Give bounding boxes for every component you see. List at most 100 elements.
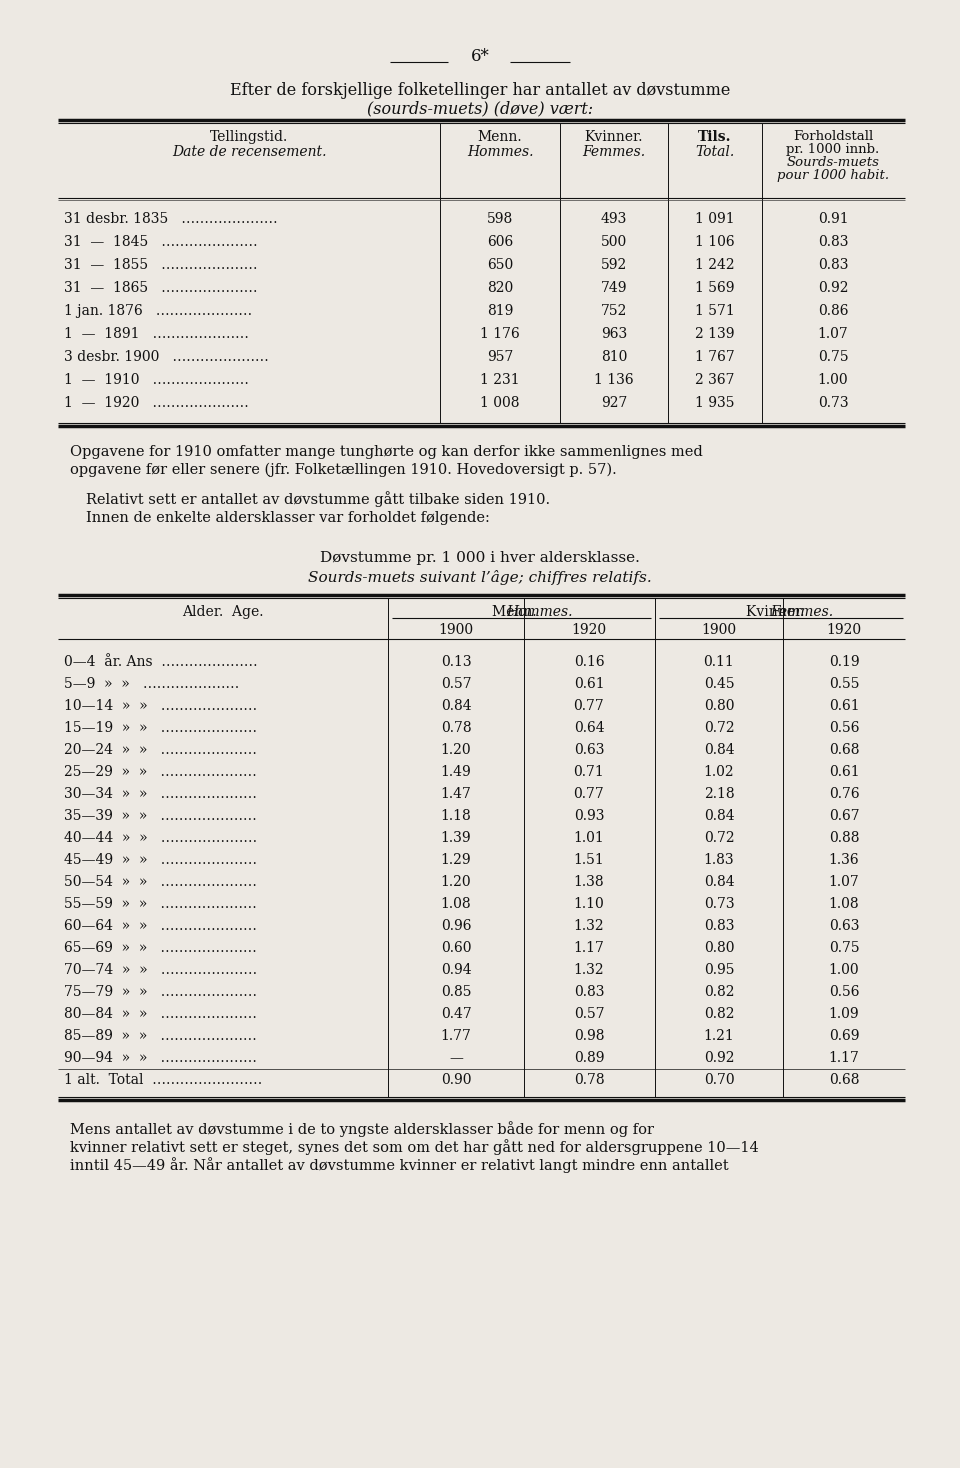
Text: 1.17: 1.17 (828, 1051, 859, 1064)
Text: 1.21: 1.21 (704, 1029, 734, 1042)
Text: 0.61: 0.61 (828, 765, 859, 780)
Text: 31  —  1865   …………………: 31 — 1865 ………………… (64, 280, 257, 295)
Text: 0.95: 0.95 (704, 963, 734, 978)
Text: 1.00: 1.00 (818, 373, 849, 388)
Text: 40—44  »  »   …………………: 40—44 » » ………………… (64, 831, 257, 846)
Text: 1 alt.  Total  ……………………: 1 alt. Total …………………… (64, 1073, 262, 1086)
Text: 598: 598 (487, 211, 514, 226)
Text: 0.77: 0.77 (574, 699, 605, 713)
Text: pour 1000 habit.: pour 1000 habit. (777, 169, 889, 182)
Text: Femmes.: Femmes. (771, 605, 833, 619)
Text: pr. 1000 innb.: pr. 1000 innb. (786, 142, 879, 156)
Text: 0.89: 0.89 (574, 1051, 604, 1064)
Text: Total.: Total. (695, 145, 734, 159)
Text: 1.77: 1.77 (441, 1029, 471, 1042)
Text: 0.93: 0.93 (574, 809, 604, 824)
Text: 31  —  1855   …………………: 31 — 1855 ………………… (64, 258, 257, 272)
Text: Tils.: Tils. (698, 131, 732, 144)
Text: 15—19  »  »   …………………: 15—19 » » ………………… (64, 721, 257, 735)
Text: 0.88: 0.88 (828, 831, 859, 846)
Text: 0.84: 0.84 (704, 809, 734, 824)
Text: 820: 820 (487, 280, 514, 295)
Text: 0.82: 0.82 (704, 985, 734, 1000)
Text: 0.45: 0.45 (704, 677, 734, 691)
Text: 1.09: 1.09 (828, 1007, 859, 1022)
Text: 1.83: 1.83 (704, 853, 734, 868)
Text: 493: 493 (601, 211, 627, 226)
Text: 0.80: 0.80 (704, 699, 734, 713)
Text: Efter de forskjellige folketellinger har antallet av døvstumme: Efter de forskjellige folketellinger har… (229, 82, 731, 98)
Text: 25—29  »  »   …………………: 25—29 » » ………………… (64, 765, 256, 780)
Text: 957: 957 (487, 349, 514, 364)
Text: 1  —  1891   …………………: 1 — 1891 ………………… (64, 327, 249, 341)
Text: 0.86: 0.86 (818, 304, 849, 319)
Text: 752: 752 (601, 304, 627, 319)
Text: 6*: 6* (470, 48, 490, 65)
Text: 0.75: 0.75 (818, 349, 849, 364)
Text: 50—54  »  »   …………………: 50—54 » » ………………… (64, 875, 257, 890)
Text: Kvinner.: Kvinner. (746, 605, 814, 619)
Text: 0.72: 0.72 (704, 831, 734, 846)
Text: 1 008: 1 008 (480, 396, 519, 410)
Text: 1.32: 1.32 (574, 963, 604, 978)
Text: 1  —  1920   …………………: 1 — 1920 ………………… (64, 396, 249, 410)
Text: 0.83: 0.83 (818, 235, 849, 250)
Text: 927: 927 (601, 396, 627, 410)
Text: 0.84: 0.84 (704, 743, 734, 757)
Text: Date de recensement.: Date de recensement. (172, 145, 326, 159)
Text: 1.20: 1.20 (441, 875, 471, 890)
Text: 1.01: 1.01 (574, 831, 605, 846)
Text: 0.80: 0.80 (704, 941, 734, 956)
Text: 0.63: 0.63 (828, 919, 859, 934)
Text: 1.36: 1.36 (828, 853, 859, 868)
Text: 1.10: 1.10 (574, 897, 605, 912)
Text: 0.55: 0.55 (828, 677, 859, 691)
Text: 0.83: 0.83 (818, 258, 849, 272)
Text: 500: 500 (601, 235, 627, 250)
Text: 0.61: 0.61 (828, 699, 859, 713)
Text: 1.08: 1.08 (441, 897, 471, 912)
Text: 3 desbr. 1900   …………………: 3 desbr. 1900 ………………… (64, 349, 269, 364)
Text: 0.78: 0.78 (574, 1073, 604, 1086)
Text: 0.94: 0.94 (441, 963, 471, 978)
Text: 0.83: 0.83 (574, 985, 604, 1000)
Text: 0.71: 0.71 (574, 765, 605, 780)
Text: Sourds-muets: Sourds-muets (786, 156, 879, 169)
Text: 5—9  »  »   …………………: 5—9 » » ………………… (64, 677, 239, 691)
Text: 0.72: 0.72 (704, 721, 734, 735)
Text: 1920: 1920 (827, 622, 861, 637)
Text: Forholdstall: Forholdstall (793, 131, 874, 142)
Text: Hommes.: Hommes. (467, 145, 533, 159)
Text: 45—49  »  »   …………………: 45—49 » » ………………… (64, 853, 257, 868)
Text: 0.13: 0.13 (441, 655, 471, 669)
Text: 1.00: 1.00 (828, 963, 859, 978)
Text: 0.96: 0.96 (441, 919, 471, 934)
Text: 70—74  »  »   …………………: 70—74 » » ………………… (64, 963, 257, 978)
Text: 1920: 1920 (571, 622, 607, 637)
Text: 1.49: 1.49 (441, 765, 471, 780)
Text: 75—79  »  »   …………………: 75—79 » » ………………… (64, 985, 257, 1000)
Text: Menn.: Menn. (478, 131, 522, 144)
Text: 1.51: 1.51 (574, 853, 605, 868)
Text: Menn.: Menn. (492, 605, 550, 619)
Text: Opgavene for 1910 omfatter mange tunghørte og kan derfor ikke sammenlignes med: Opgavene for 1910 omfatter mange tunghør… (70, 445, 703, 459)
Text: 31 desbr. 1835   …………………: 31 desbr. 1835 ………………… (64, 211, 277, 226)
Text: 0.84: 0.84 (441, 699, 471, 713)
Text: 0.77: 0.77 (574, 787, 605, 802)
Text: 0.11: 0.11 (704, 655, 734, 669)
Text: 0.67: 0.67 (828, 809, 859, 824)
Text: Mens antallet av døvstumme i de to yngste aldersklasser både for menn og for: Mens antallet av døvstumme i de to yngst… (70, 1122, 654, 1136)
Text: 819: 819 (487, 304, 514, 319)
Text: 31  —  1845   …………………: 31 — 1845 ………………… (64, 235, 257, 250)
Text: Hommes.: Hommes. (506, 605, 572, 619)
Text: 0—4  år. Ans  …………………: 0—4 år. Ans ………………… (64, 655, 257, 669)
Text: 0.69: 0.69 (828, 1029, 859, 1042)
Text: 1 jan. 1876   …………………: 1 jan. 1876 ………………… (64, 304, 252, 319)
Text: 963: 963 (601, 327, 627, 341)
Text: 1 935: 1 935 (695, 396, 734, 410)
Text: 1.39: 1.39 (441, 831, 471, 846)
Text: 0.76: 0.76 (828, 787, 859, 802)
Text: 1.02: 1.02 (704, 765, 734, 780)
Text: 1.47: 1.47 (441, 787, 471, 802)
Text: Femmes.: Femmes. (583, 145, 645, 159)
